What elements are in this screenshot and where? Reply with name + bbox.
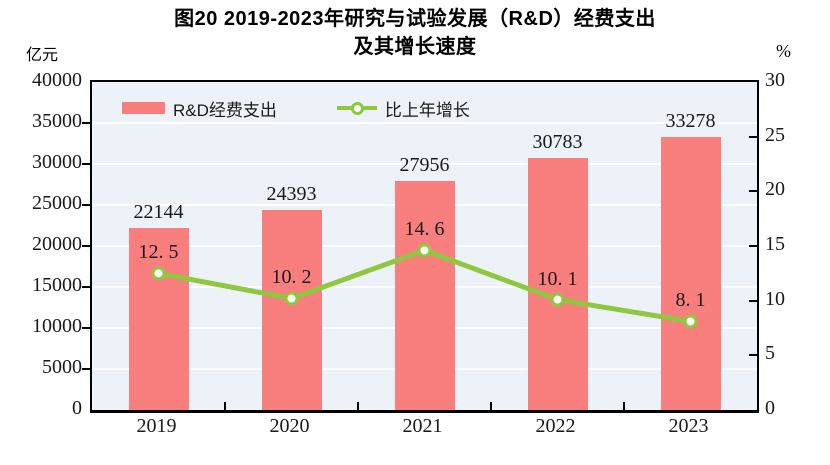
- right-axis-label-10: 10: [765, 287, 785, 310]
- legend-line-label: 比上年增长: [384, 100, 470, 120]
- bar-2019[interactable]: [128, 228, 189, 410]
- tick-mark: [82, 286, 90, 288]
- x-axis-label-2021: 2021: [402, 415, 443, 437]
- x-axis-label-2022: 2022: [535, 415, 576, 437]
- legend: R&D经费支出 比上年增长: [122, 96, 470, 121]
- bar-2022[interactable]: [527, 157, 588, 410]
- left-axis-label-0: 0: [72, 397, 82, 419]
- left-axis-label-5000: 5000: [42, 356, 82, 378]
- legend-item-bar: R&D经费支出: [122, 96, 277, 121]
- tick-mark: [749, 245, 757, 247]
- chart-title-line2: 及其增长速度: [353, 36, 477, 58]
- bar-value-label: 33278: [665, 110, 716, 133]
- x-axis-label-2019: 2019: [136, 415, 177, 437]
- plot-area: 22144 24393 27956 30783 33278 12. 5 10. 2 14. 6…: [82, 80, 759, 413]
- line-marker-2019[interactable]: [151, 266, 166, 281]
- left-axis-label-20000: 20000: [32, 233, 82, 255]
- x-axis-label-2023: 2023: [668, 415, 709, 437]
- tick-mark: [749, 135, 757, 138]
- line-value-label: 14. 6: [404, 218, 445, 241]
- left-axis-label-30000: 30000: [32, 151, 82, 173]
- tick-mark: [82, 245, 90, 247]
- line-series: [151, 243, 698, 329]
- right-axis-label-15: 15: [765, 233, 785, 255]
- tick-mark: [623, 402, 625, 410]
- line-value-label: 10. 1: [537, 267, 578, 290]
- tick-mark: [82, 163, 90, 165]
- bar-series-swatch-icon: [122, 102, 165, 114]
- gridline: [92, 163, 757, 165]
- left-axis-label-10000: 10000: [32, 315, 82, 337]
- line-value-label: 10. 2: [271, 266, 312, 289]
- gridline: [92, 122, 757, 124]
- legend-bar-label: R&D经费支出: [173, 100, 277, 120]
- bar-2020[interactable]: [261, 209, 322, 410]
- bar-value-label: 30783: [532, 130, 583, 153]
- line-series-marker-icon: [336, 101, 377, 115]
- tick-mark: [82, 204, 90, 206]
- x-axis-label-2020: 2020: [269, 415, 310, 437]
- tick-mark: [490, 402, 492, 410]
- tick-mark: [749, 354, 757, 357]
- bar-value-label: 27956: [399, 153, 450, 176]
- tick-mark: [749, 299, 757, 302]
- bar-2021[interactable]: [394, 180, 455, 410]
- tick-mark: [82, 122, 90, 124]
- line-value-label: 8. 1: [675, 289, 706, 312]
- chart-title-line1: 图20 2019-2023年研究与试验发展（R&D）经费支出: [174, 8, 656, 30]
- bar-value-label: 22144: [133, 201, 184, 224]
- right-axis-label-25: 25: [765, 123, 785, 146]
- line-marker-2022[interactable]: [550, 292, 565, 307]
- tick-mark: [82, 327, 90, 329]
- right-axis-unit-label: %: [776, 41, 791, 61]
- left-axis-label-40000: 40000: [32, 69, 82, 91]
- left-axis-unit-label: 亿元: [26, 47, 59, 64]
- right-axis-label-20: 20: [765, 178, 785, 201]
- tick-mark: [82, 368, 90, 370]
- right-axis-label-30: 30: [765, 69, 785, 91]
- bar-2023[interactable]: [660, 137, 721, 410]
- right-axis-label-5: 5: [765, 342, 775, 365]
- bar-value-label: 24393: [266, 182, 317, 205]
- left-axis-label-15000: 15000: [32, 274, 82, 296]
- right-axis-label-0: 0: [765, 397, 775, 419]
- line-marker-2023[interactable]: [683, 314, 698, 329]
- left-axis-label-35000: 35000: [32, 110, 82, 132]
- tick-mark: [224, 402, 226, 410]
- tick-mark: [749, 190, 757, 193]
- line-marker-2021[interactable]: [417, 243, 432, 258]
- legend-item-line: 比上年增长: [336, 96, 470, 121]
- tick-mark: [357, 402, 359, 410]
- line-value-label: 12. 5: [138, 241, 179, 264]
- left-axis-label-25000: 25000: [32, 192, 82, 214]
- line-marker-2020[interactable]: [284, 291, 299, 306]
